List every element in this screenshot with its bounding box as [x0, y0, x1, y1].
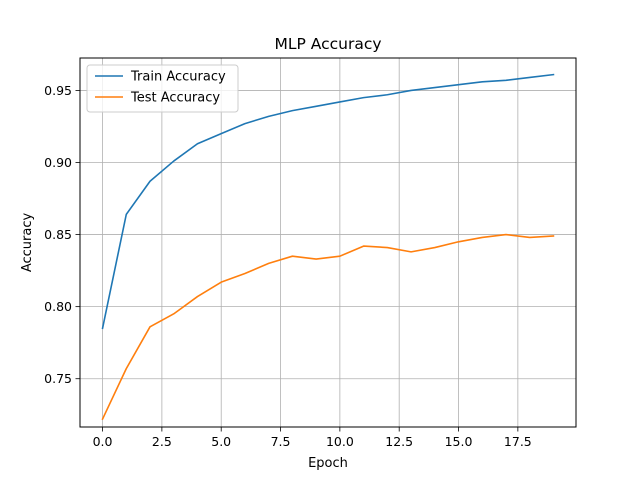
y-tick-label: 0.75: [44, 371, 72, 386]
x-axis-title: Epoch: [308, 456, 348, 471]
x-tick-label: 12.5: [385, 434, 413, 449]
plot-area-frame: [79, 57, 577, 428]
x-tick-label: 5.0: [211, 434, 231, 449]
series-layer: [101, 73, 555, 421]
x-tick-label: 2.5: [152, 434, 172, 449]
legend-label-test: Test Accuracy: [130, 91, 220, 106]
series-line-test-accuracy: [101, 233, 555, 421]
grid: [80, 58, 576, 427]
legend-label-train: Train Accuracy: [130, 70, 226, 85]
y-axis-title: Accuracy: [20, 213, 35, 273]
series-line-train-accuracy: [101, 73, 555, 330]
legend-box: [86, 64, 239, 113]
legend: Train Accuracy Test Accuracy: [86, 64, 239, 113]
x-tick-label: 10.0: [326, 434, 354, 449]
x-tick-label: 17.5: [504, 434, 532, 449]
y-tick-label: 0.95: [44, 83, 72, 98]
x-tick-label: 0.0: [93, 434, 113, 449]
y-tick-label: 0.80: [44, 299, 72, 314]
x-tick-label: 15.0: [445, 434, 473, 449]
ticks: 0.0 2.5 5.0 7.5 10.0 12.5 15.0 17.5 0.75 0.80 0.85…: [44, 83, 532, 449]
y-tick-label: 0.85: [44, 227, 72, 242]
y-tick-label: 0.90: [44, 155, 72, 170]
x-tick-label: 7.5: [271, 434, 291, 449]
chart-title: MLP Accuracy: [274, 35, 381, 53]
